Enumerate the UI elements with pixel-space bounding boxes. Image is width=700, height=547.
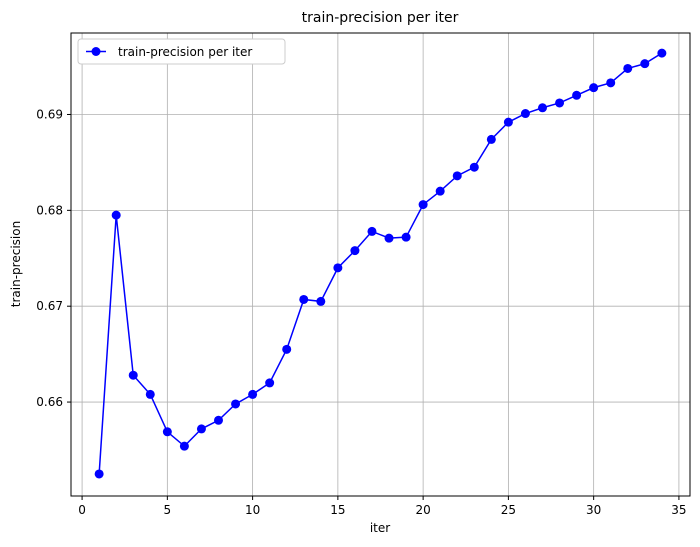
- data-point: [503, 117, 513, 127]
- data-point: [333, 263, 343, 273]
- data-point: [640, 59, 650, 69]
- x-tick-label: 0: [78, 503, 86, 517]
- data-point: [214, 415, 223, 425]
- series-points: [94, 48, 667, 479]
- x-tick-label: 25: [501, 503, 516, 517]
- data-point: [196, 424, 206, 434]
- data-point: [418, 200, 428, 210]
- data-point: [350, 246, 360, 256]
- series-line: [98, 52, 663, 474]
- data-point: [299, 294, 309, 304]
- data-point: [520, 109, 530, 119]
- x-tick-label: 15: [330, 503, 345, 517]
- legend-marker-swatch: [91, 47, 101, 56]
- data-point: [486, 134, 496, 144]
- x-tick-label: 20: [415, 503, 430, 517]
- data-point: [606, 78, 616, 88]
- data-point: [316, 296, 326, 306]
- data-point: [145, 389, 155, 399]
- legend: train-precision per iter: [77, 38, 286, 65]
- x-tick-label: 10: [245, 503, 260, 517]
- y-tick-label: 0.66: [36, 395, 63, 409]
- data-point: [162, 427, 172, 437]
- data-point: [128, 370, 138, 380]
- data-point: [538, 103, 547, 113]
- data-point: [589, 83, 599, 93]
- x-axis-label: iter: [370, 521, 390, 535]
- data-point: [179, 441, 189, 451]
- data-point: [452, 171, 462, 181]
- data-point: [94, 469, 104, 479]
- y-tick-label: 0.68: [36, 203, 63, 217]
- data-point: [111, 210, 121, 220]
- data-point: [572, 90, 582, 100]
- data-point: [265, 378, 275, 388]
- legend-box: [77, 38, 286, 65]
- data-point: [384, 233, 394, 243]
- data-point: [555, 98, 565, 108]
- data-point: [248, 389, 258, 399]
- data-point: [282, 344, 292, 354]
- legend-label: train-precision per iter: [118, 45, 252, 59]
- data-point: [657, 48, 667, 58]
- grid: [71, 33, 690, 496]
- y-axis: 0.66 0.67 0.68 0.69: [36, 107, 71, 409]
- data-point: [435, 186, 445, 196]
- plot-frame: [70, 32, 691, 497]
- y-tick-label: 0.69: [36, 107, 63, 121]
- data-point: [469, 162, 479, 172]
- x-axis: 0 5 10 15 20 25 30 35: [78, 496, 687, 517]
- data-point: [231, 399, 241, 409]
- data-point: [623, 63, 633, 73]
- data-point: [401, 232, 411, 242]
- x-tick-label: 35: [671, 503, 686, 517]
- y-axis-label: train-precision: [9, 221, 23, 307]
- data-point: [367, 226, 377, 236]
- chart-title: train-precision per iter: [302, 10, 459, 26]
- x-tick-label: 5: [164, 503, 172, 517]
- y-tick-label: 0.67: [36, 299, 63, 313]
- x-tick-label: 30: [586, 503, 601, 517]
